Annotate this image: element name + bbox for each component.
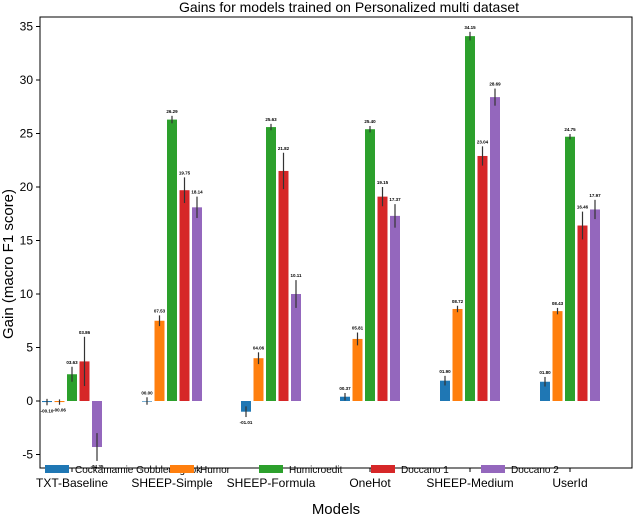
- bar: [477, 155, 488, 401]
- data-label: 21.82: [278, 146, 290, 151]
- legend-label: Cockamamie Gobbledegook: [75, 465, 202, 476]
- chart-title: Gains for models trained on Personalized…: [179, 0, 519, 15]
- x-axis-ticks: TXT-Baseline SHEEP-Simple SHEEP-Formula One…: [36, 468, 588, 490]
- bar: [577, 225, 588, 401]
- data-label: 01.80: [539, 370, 551, 375]
- bar: [552, 311, 563, 401]
- data-label: 07.53: [154, 308, 166, 313]
- data-label: 05.81: [352, 326, 364, 331]
- bar: [278, 170, 289, 401]
- legend-swatch: [259, 465, 283, 473]
- bar: [352, 338, 363, 401]
- data-label: 03.63: [66, 360, 78, 365]
- legend-label: Humicroedit: [289, 465, 343, 476]
- bar: [377, 196, 388, 401]
- data-label: 19.75: [179, 170, 191, 175]
- y-tick-label: 5: [26, 341, 33, 355]
- data-label: -01.01: [240, 420, 253, 425]
- bar: [365, 129, 375, 401]
- y-tick-label: -5: [22, 448, 33, 462]
- data-label: 00.00: [141, 390, 153, 395]
- y-tick-label: 10: [20, 287, 34, 301]
- y-axis-ticks: -5 0 5 10 15 20 25 30 35: [20, 20, 40, 462]
- bar: [565, 136, 575, 401]
- data-label: 03.86: [79, 330, 91, 335]
- data-label: 17.97: [589, 193, 601, 198]
- data-label: -00.06: [53, 408, 66, 413]
- bar: [92, 401, 102, 448]
- y-tick-label: 30: [20, 73, 34, 87]
- bar: [490, 97, 500, 402]
- bar: [266, 127, 276, 401]
- data-label: 25.63: [265, 117, 277, 122]
- x-tick-label: SHEEP-Formula: [227, 476, 316, 490]
- legend-label: Humor: [200, 465, 231, 476]
- bar: [440, 380, 450, 401]
- legend-swatch: [170, 465, 194, 473]
- data-label: 25.40: [364, 119, 376, 124]
- data-label: 00.37: [339, 386, 351, 391]
- bar: [590, 209, 600, 401]
- x-tick-label: SHEEP-Simple: [131, 476, 213, 490]
- bar: [253, 358, 264, 401]
- legend-swatch: [481, 465, 505, 473]
- data-label: 16.46: [577, 205, 589, 210]
- plot-frame: [39, 16, 633, 469]
- data-label: 10.11: [290, 273, 302, 278]
- bar: [540, 381, 550, 401]
- x-axis-label: Models: [312, 501, 360, 517]
- x-tick-label: UserId: [552, 476, 587, 490]
- data-label: 34.15: [464, 25, 476, 30]
- bar: [179, 190, 190, 401]
- x-tick-label: SHEEP-Medium: [426, 476, 513, 490]
- bar: [452, 308, 463, 401]
- data-label: 04.06: [253, 345, 265, 350]
- data-label: -04.35: [91, 464, 104, 469]
- legend-label: Doccano 2: [511, 465, 559, 476]
- y-tick-label: 15: [20, 234, 34, 248]
- y-tick-label: 35: [20, 20, 34, 34]
- data-label: 08.43: [552, 301, 564, 306]
- x-tick-label: OneHot: [349, 476, 391, 490]
- legend-label: Doccano 1: [401, 465, 449, 476]
- bar: [390, 215, 400, 401]
- bar: [192, 207, 202, 401]
- legend-swatch: [371, 465, 395, 473]
- data-label: 19.15: [377, 180, 389, 185]
- bar: [291, 294, 301, 401]
- legend-swatch: [45, 465, 69, 473]
- y-axis-label: Gain (macro F1 score): [0, 189, 17, 339]
- y-tick-label: 0: [26, 394, 33, 408]
- x-tick-label: TXT-Baseline: [36, 476, 108, 490]
- data-label: 08.72: [452, 299, 464, 304]
- bars-group: -00.10 00.00 -01.01 00.37 01.90 01.80 -00.06 07…: [41, 25, 602, 469]
- data-label: 01.90: [439, 369, 451, 374]
- data-label: 17.37: [389, 197, 401, 202]
- bar: [465, 36, 475, 401]
- data-label: 26.29: [166, 109, 178, 114]
- y-tick-label: 25: [20, 127, 34, 141]
- data-label: 23.04: [477, 139, 489, 144]
- data-label: 28.69: [489, 82, 501, 87]
- bar: [167, 119, 177, 401]
- y-tick-label: 20: [20, 180, 34, 194]
- data-label: 18.14: [191, 190, 203, 195]
- bar: [154, 320, 165, 401]
- bar: [67, 374, 77, 401]
- data-label: -00.10: [41, 408, 54, 413]
- data-label: 24.75: [564, 127, 576, 132]
